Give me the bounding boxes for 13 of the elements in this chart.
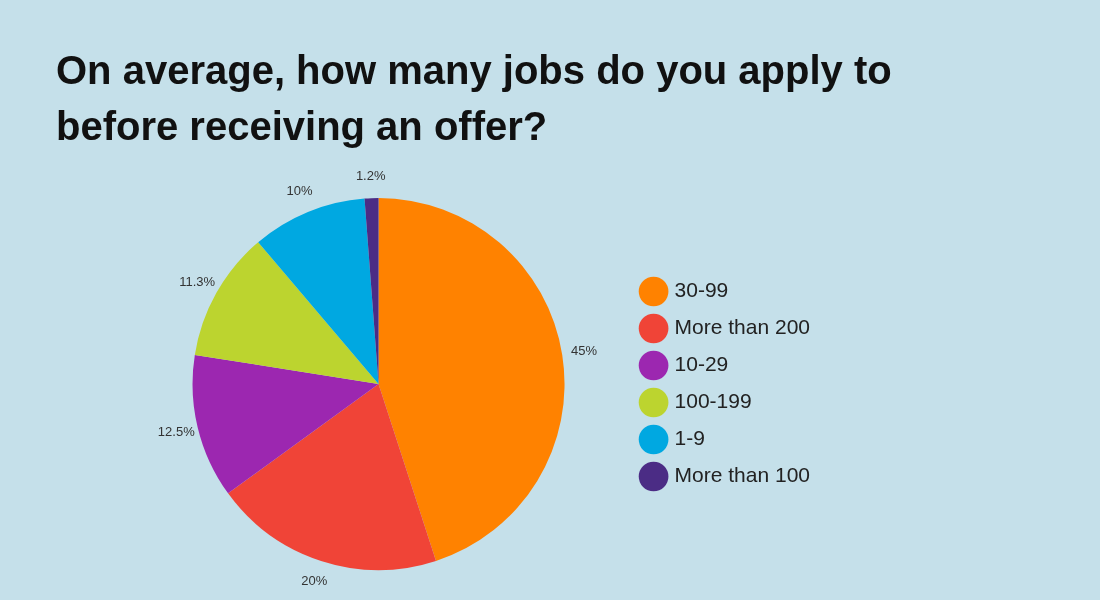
data-label: 45%	[570, 343, 598, 359]
data-label: 11.3%	[179, 273, 216, 289]
data-label: 1.2%	[355, 167, 386, 183]
data-label: 20%	[301, 573, 328, 589]
legend-label: More than 200	[674, 315, 811, 339]
legend-label: 1-9	[674, 426, 705, 450]
legend-label: 30-99	[674, 278, 729, 302]
legend-label: 10-29	[674, 352, 729, 376]
data-label: 10%	[286, 183, 313, 199]
legend-label: More than 100	[674, 463, 811, 487]
legend-label: 100-199	[674, 389, 752, 413]
data-label: 12.5%	[157, 424, 196, 440]
chart-title: On average, how many jobs do you apply to before receiving an offer?	[56, 47, 893, 150]
